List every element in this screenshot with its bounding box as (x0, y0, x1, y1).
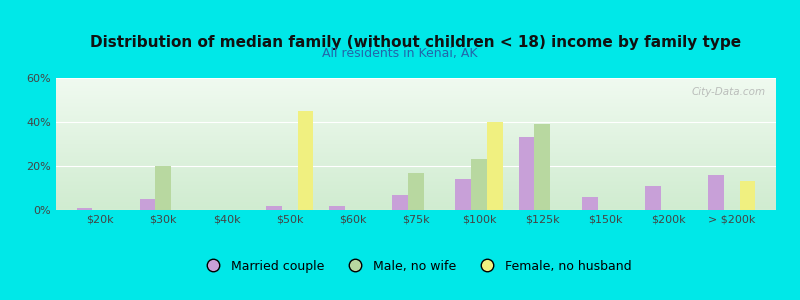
Title: Distribution of median family (without children < 18) income by family type: Distribution of median family (without c… (90, 35, 742, 50)
Bar (266, 206, 282, 210)
Bar (534, 124, 550, 210)
Bar (329, 206, 345, 210)
Bar (298, 111, 314, 210)
Bar (408, 172, 424, 210)
Bar (518, 137, 534, 210)
Bar (392, 195, 408, 210)
Text: All residents in Kenai, AK: All residents in Kenai, AK (322, 46, 478, 59)
Bar (155, 166, 171, 210)
Bar (455, 179, 471, 210)
Bar (77, 208, 92, 210)
Bar (708, 175, 724, 210)
Bar (740, 182, 755, 210)
Bar (471, 159, 487, 210)
Bar (140, 199, 155, 210)
Bar (487, 122, 503, 210)
Text: City-Data.com: City-Data.com (691, 87, 766, 97)
Bar (645, 186, 661, 210)
Legend: Married couple, Male, no wife, Female, no husband: Married couple, Male, no wife, Female, n… (196, 255, 636, 278)
Bar (582, 197, 598, 210)
